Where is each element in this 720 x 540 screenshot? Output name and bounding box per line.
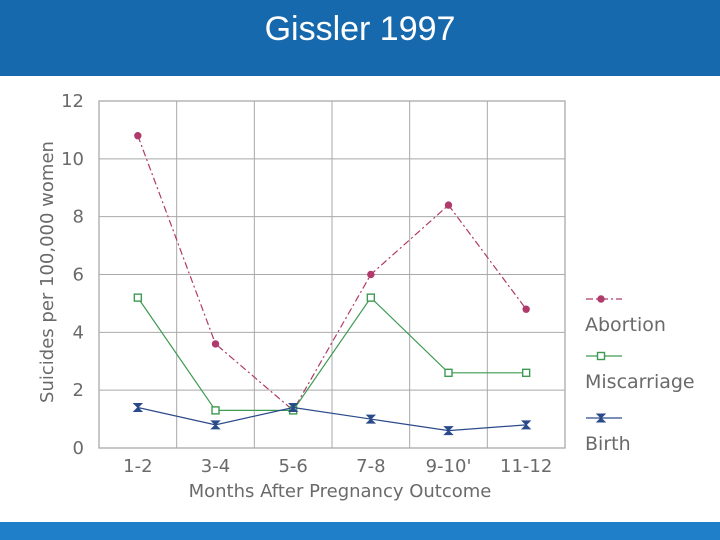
legend-swatch-marker [595, 413, 607, 423]
x-tick-label: 3-4 [201, 456, 230, 477]
data-point [444, 368, 453, 378]
grid [98, 100, 566, 449]
x-axis-label: Months After Pregnancy Outcome [189, 481, 492, 502]
legend-item-abortion: Abortion [585, 295, 666, 336]
y-tick-label: 6 [73, 265, 84, 286]
series-line [137, 135, 527, 412]
legend-item-birth: Birth [585, 413, 631, 455]
data-point [287, 403, 299, 413]
legend-label: Miscarriage [585, 371, 695, 393]
y-tick-label: 4 [73, 322, 84, 343]
data-point [211, 340, 220, 348]
x-tick-labels: 1-2 3-4 5-6 7-8 9-10' 11-12 [123, 456, 552, 477]
series-line [137, 406, 527, 432]
x-tick-label: 7-8 [356, 456, 385, 477]
footer-band [0, 522, 720, 540]
x-tick-label: 9-10' [426, 456, 472, 477]
data-point [366, 293, 376, 302]
data-point [365, 414, 377, 424]
data-point [444, 201, 453, 209]
line-chart: 0 2 4 6 8 10 12 1-2 3-4 5-6 7-8 9-10' 11-12 Abortio… [37, 91, 695, 502]
data-point [367, 270, 375, 279]
data-point [520, 420, 532, 430]
legend-label: Abortion [585, 314, 666, 336]
y-tick-label: 8 [73, 207, 84, 228]
data-point [132, 403, 144, 413]
data-point [210, 420, 221, 430]
series [132, 132, 532, 436]
legend: Abortion Miscarriage Birth [585, 295, 695, 455]
data-point [133, 293, 143, 302]
legend-swatch-marker [596, 351, 606, 361]
slide-title: Gissler 1997 [264, 10, 456, 48]
y-tick-label: 10 [61, 149, 84, 170]
series-birth [132, 403, 532, 436]
y-axis-label: Suicides per 100,000 women [37, 141, 58, 403]
y-tick-labels: 0 2 4 6 8 10 12 [61, 91, 84, 459]
data-point [211, 406, 220, 415]
y-tick-label: 12 [61, 91, 84, 112]
x-tick-label: 11-12 [500, 456, 552, 477]
data-point [521, 368, 531, 378]
data-point [134, 132, 142, 140]
series-line [137, 296, 527, 412]
y-tick-label: 2 [73, 380, 84, 401]
x-tick-label: 1-2 [123, 456, 152, 477]
legend-item-miscarriage: Miscarriage [585, 351, 695, 393]
legend-label: Birth [585, 433, 631, 455]
slide-header: Gissler 1997 [0, 0, 720, 76]
data-point [522, 305, 530, 313]
data-point [443, 426, 454, 436]
y-tick-label: 0 [73, 438, 84, 459]
legend-swatch-marker [597, 295, 605, 303]
x-tick-label: 5-6 [278, 456, 307, 477]
